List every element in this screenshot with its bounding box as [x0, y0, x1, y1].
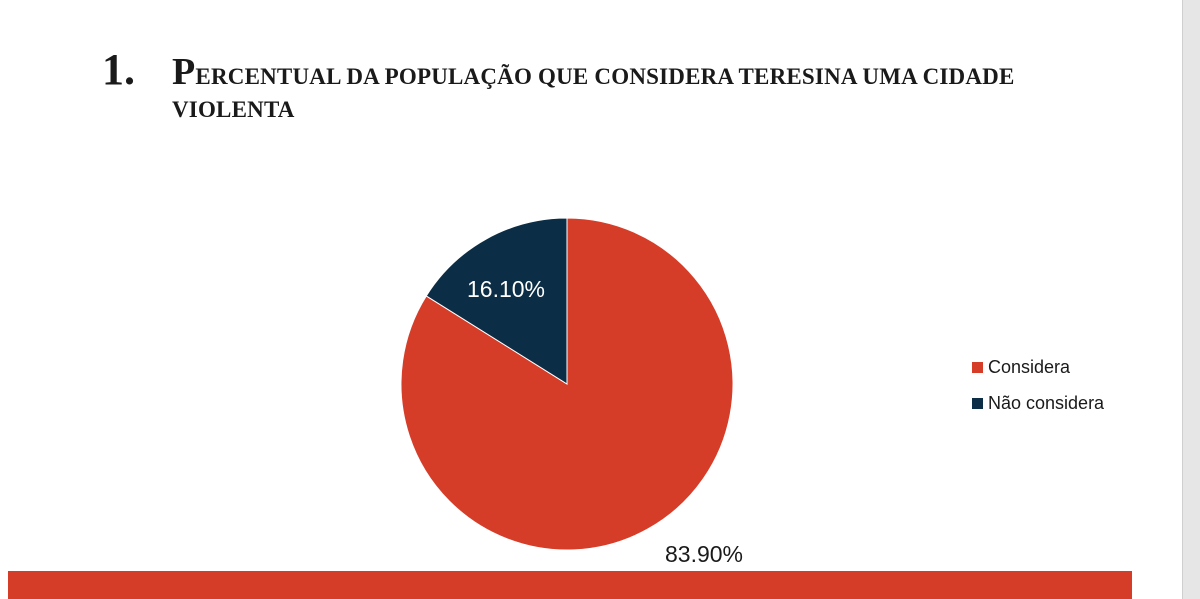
legend-label-considera: Considera [988, 356, 1071, 377]
legend-label-nao-considera: Não considera [988, 392, 1105, 413]
chart-title: PERCENTUAL DA POPULAÇÃO QUE CONSIDERA TE… [172, 53, 1072, 126]
legend-swatch-considera [972, 361, 983, 373]
data-label-nao-considera: 16.10% [467, 276, 545, 302]
legend-item-considera: Considera [972, 356, 1104, 378]
title-first-letter: P [172, 51, 196, 93]
chart-legend: Considera Não considera [972, 356, 1104, 428]
title-text: ERCENTUAL DA POPULAÇÃO QUE CONSIDERA TER… [172, 64, 1015, 122]
page-edge [1182, 0, 1200, 599]
legend-swatch-nao-considera [972, 397, 983, 409]
legend-item-nao-considera: Não considera [972, 392, 1104, 414]
pie-slice-nao-considera [425, 217, 568, 385]
bottom-accent-bar [8, 571, 1132, 599]
data-label-considera: 83.90% [665, 541, 743, 567]
heading-number: 1. [102, 45, 135, 94]
